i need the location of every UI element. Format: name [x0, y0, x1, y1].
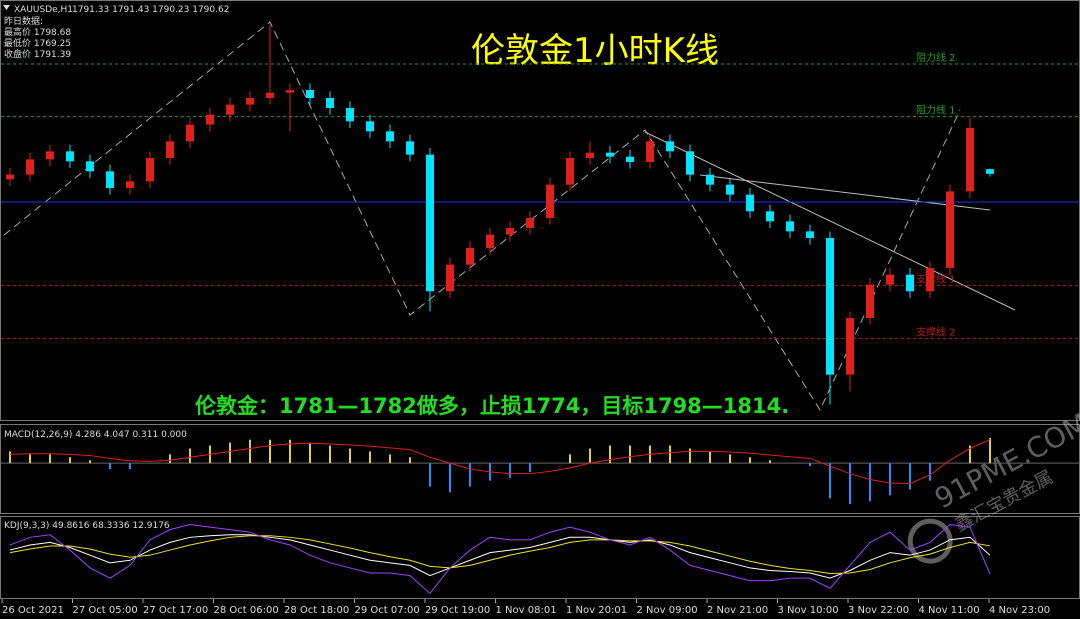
candle-body [206, 114, 214, 125]
candle-body [986, 169, 994, 174]
annotation: 伦敦金：1781—1782做多，止损1774，目标1798—1814. [195, 394, 789, 418]
x-tick-label: 4 Nov 11:00 [919, 605, 980, 616]
candle-body [946, 191, 954, 268]
candle-body [166, 141, 174, 158]
info: 昨日数据: [4, 15, 43, 27]
candle-body [386, 131, 394, 142]
x-tick-label: 3 Nov 10:00 [778, 605, 839, 616]
candle-body [226, 104, 234, 115]
indicator-line [9, 535, 991, 575]
level-label: 支撑线 2 [916, 326, 956, 339]
indicator-line [9, 534, 991, 579]
x-tick-label: 26 Oct 2021 [2, 605, 64, 616]
candle-body [46, 151, 54, 160]
candle-body [646, 141, 654, 162]
candle-body [266, 92, 274, 98]
indicator-line [9, 524, 991, 595]
candle-body [86, 161, 94, 172]
candle-body [446, 264, 454, 292]
candle-body [686, 151, 694, 175]
x-tick-label: 3 Nov 22:00 [848, 605, 909, 616]
level-label: 支撑线 1 [916, 272, 956, 285]
candle-body [146, 158, 154, 182]
info: 最低价 1769.25 [4, 37, 71, 49]
info: 最高价 1798.68 [4, 26, 71, 38]
candle-body [106, 171, 114, 188]
trend-line [644, 131, 1016, 311]
candle-body [566, 158, 574, 185]
candle-body [466, 248, 474, 265]
candle-body [66, 151, 74, 162]
candle-body [586, 152, 594, 158]
candle-body [426, 154, 434, 292]
macd-label: MACD(12,26,9) 4.286 4.047 0.311 0.000 [4, 430, 187, 440]
candle-body [486, 234, 494, 248]
candle-body [726, 184, 734, 195]
level-label: 阻力线 2 [916, 51, 956, 64]
candle-body [786, 221, 794, 232]
candle-body [126, 181, 134, 188]
candle-body [826, 238, 834, 375]
candle-body [886, 274, 894, 285]
chart-title: 伦敦金1小时K线 [471, 31, 719, 71]
candle-body [926, 268, 934, 292]
level-label: 阻力线 1 [916, 104, 956, 117]
candle-body [286, 90, 294, 93]
candle-body [806, 231, 814, 238]
x-tick-label: 1 Nov 20:01 [566, 605, 627, 616]
candle-body [706, 174, 714, 185]
candle-body [546, 184, 554, 218]
x-tick-label: 28 Oct 18:00 [284, 605, 349, 616]
candle-body [846, 318, 854, 375]
info: 收盘价 1791.39 [4, 48, 71, 60]
candle-body [626, 156, 634, 162]
x-tick-label: 29 Oct 19:00 [425, 605, 490, 616]
candle-body [366, 121, 374, 132]
watermark-logo [907, 518, 953, 564]
candle-body [306, 90, 314, 98]
candle-body [26, 159, 34, 175]
x-tick-label: 27 Oct 17:00 [143, 605, 208, 616]
kdj-label: KDJ(9,3,3) 49.8616 68.3336 12.9176 [4, 521, 170, 531]
candle-body [766, 211, 774, 222]
menu-icon [3, 5, 10, 10]
candle-body [186, 124, 194, 142]
candle-body [506, 228, 514, 235]
candle-body [526, 218, 534, 228]
candle-body [746, 194, 754, 212]
x-tick-label: 29 Oct 07:00 [355, 605, 420, 616]
candle-body [606, 152, 614, 157]
candle-body [666, 141, 674, 152]
candle-body [906, 274, 914, 292]
candle-body [6, 174, 14, 180]
candle-body [246, 98, 254, 105]
candle-body [406, 141, 414, 155]
indicator-line [9, 438, 991, 485]
x-tick-label: 2 Nov 21:00 [707, 605, 768, 616]
x-tick-label: 1 Nov 08:01 [496, 605, 557, 616]
x-tick-label: 28 Oct 06:00 [214, 605, 279, 616]
symbol: XAUUSDe,H1 [14, 5, 73, 15]
candle-body [346, 108, 354, 122]
x-tick-label: 27 Oct 05:00 [73, 605, 138, 616]
candle-body [326, 98, 334, 108]
ohlc: 1791.33 1791.43 1790.23 1790.62 [72, 5, 229, 15]
candle-body [966, 128, 974, 192]
x-tick-label: 2 Nov 09:00 [637, 605, 698, 616]
x-tick-label: 4 Nov 23:00 [989, 605, 1050, 616]
candle-body [866, 284, 874, 318]
